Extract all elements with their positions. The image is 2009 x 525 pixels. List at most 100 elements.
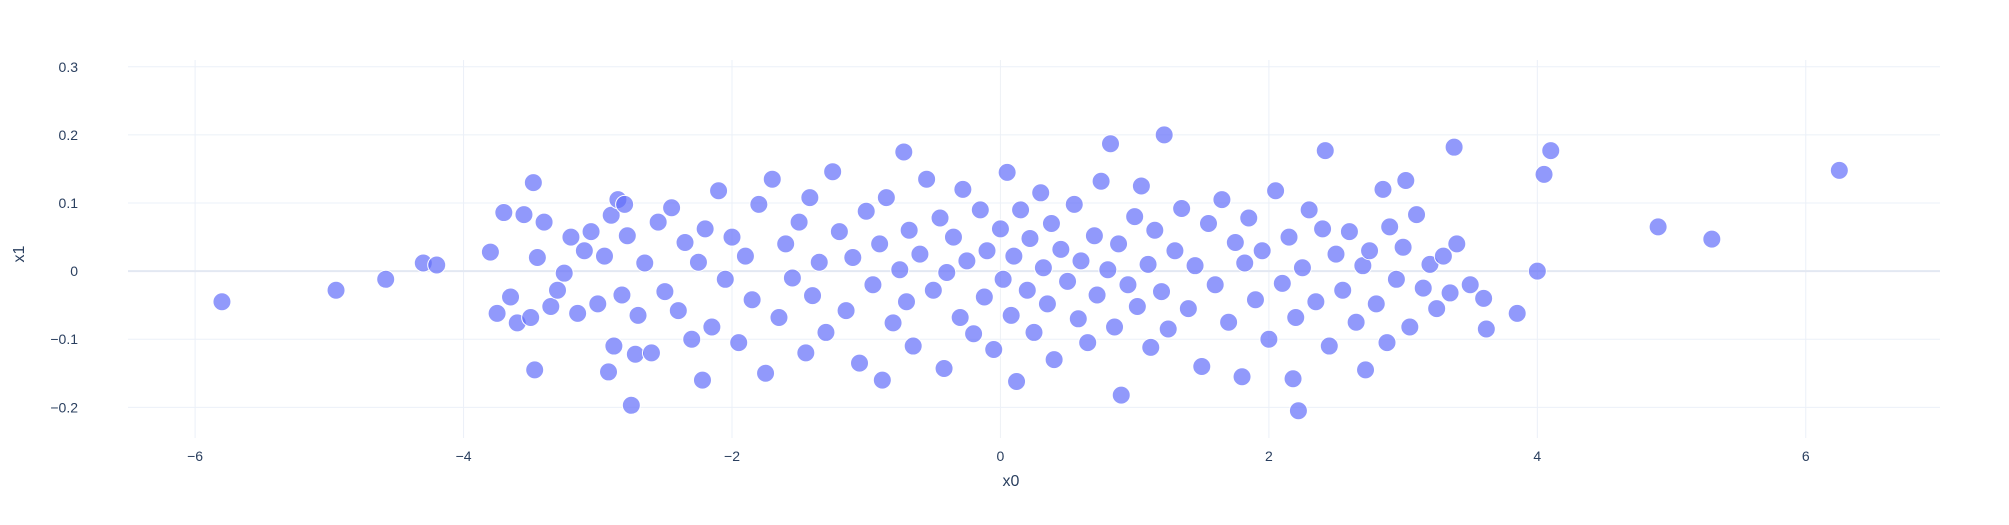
scatter-point [514, 205, 534, 225]
scatter-point [1427, 299, 1447, 319]
scatter-point [1172, 198, 1192, 218]
scatter-point [480, 242, 500, 262]
scatter-point [1232, 367, 1252, 387]
scatter-point [762, 169, 782, 189]
scatter-point [1041, 213, 1061, 233]
scatter-point [1444, 137, 1464, 157]
scatter-point [326, 280, 346, 300]
scatter-point [581, 222, 601, 242]
scatter-point [1138, 254, 1158, 274]
scatter-point [917, 169, 937, 189]
scatter-point [1245, 290, 1265, 310]
scatter-point [796, 343, 816, 363]
scatter-point [1380, 217, 1400, 237]
scatter-point [668, 301, 688, 321]
scatter-point [1396, 171, 1416, 191]
scatter-point [1071, 251, 1091, 271]
scatter-point [588, 294, 608, 314]
scatter-point [1476, 319, 1496, 339]
y-tick-label: −0.2 [50, 399, 78, 415]
scatter-point [615, 194, 635, 214]
scatter-point [1407, 205, 1427, 225]
x-tick-label: 0 [997, 448, 1005, 464]
scatter-point [1058, 271, 1078, 291]
scatter-point [896, 292, 916, 312]
scatter-point [1007, 371, 1027, 391]
scatter-point [715, 269, 735, 289]
scatter-point [782, 268, 802, 288]
scatter-point [1192, 356, 1212, 376]
scatter-point [1064, 194, 1084, 214]
scatter-point [1333, 280, 1353, 300]
scatter-point [800, 188, 820, 208]
scatter-point [850, 353, 870, 373]
scatter-point [756, 363, 776, 383]
y-tick-label: 0.3 [59, 59, 79, 75]
ticks-layer: −6 −4 −2 0 2 4 6 −0.2 −0.1 0 0.1 0.2 0.3 [50, 59, 1810, 464]
scatter-point [1306, 292, 1326, 312]
scatter-point [574, 241, 594, 261]
scatter-point [1235, 253, 1255, 273]
scatter-point [523, 173, 543, 193]
scatter-point [1346, 312, 1366, 332]
scatter-point [1373, 179, 1393, 199]
scatter-point [1178, 299, 1198, 319]
scatter-point [964, 324, 984, 344]
scatter-point [1033, 258, 1053, 278]
scatter-point [617, 226, 637, 246]
scatter-point [1084, 226, 1104, 246]
scatter-point [1185, 256, 1205, 276]
scatter-point [1091, 171, 1111, 191]
scatter-point [709, 181, 729, 201]
scatter-point [1031, 183, 1051, 203]
scatter-point [872, 370, 892, 390]
scatter-point [1037, 294, 1057, 314]
scatter-point [1098, 260, 1118, 280]
scatter-point [212, 292, 232, 312]
scatter-point [1158, 319, 1178, 339]
scatter-point [977, 241, 997, 261]
scatter-point [856, 201, 876, 221]
scatter-point [1011, 200, 1031, 220]
scatter-point [1125, 207, 1145, 227]
scatter-point [729, 333, 749, 353]
scatter-point [1131, 176, 1151, 196]
scatter-point [894, 142, 914, 162]
scatter-point [1044, 350, 1064, 370]
scatter-point [628, 305, 648, 325]
scatter-point [1225, 233, 1245, 253]
scatter-point [641, 343, 661, 363]
y-tick-label: 0.1 [59, 195, 79, 211]
scatter-point [604, 336, 624, 356]
x-tick-label: 4 [1533, 448, 1541, 464]
scatter-point [548, 280, 568, 300]
scatter-point [776, 234, 796, 254]
scatter-point [1165, 241, 1185, 261]
scatter-point [1386, 269, 1406, 289]
scatter-point [1507, 303, 1527, 323]
scatter-point [1440, 283, 1460, 303]
scatter-point [1051, 239, 1071, 259]
scatter-point [682, 329, 702, 349]
scatter-point [1127, 297, 1147, 317]
scatter-point [1339, 222, 1359, 242]
scatter-point [688, 252, 708, 272]
scatter-point [937, 262, 957, 282]
scatter-point [953, 179, 973, 199]
scatter-point [974, 287, 994, 307]
scatter-point [903, 336, 923, 356]
y-axis-title: x1 [11, 245, 28, 262]
scatter-point [635, 253, 655, 273]
scatter-point [984, 339, 1004, 359]
scatter-point [990, 219, 1010, 239]
scatter-point [376, 269, 396, 289]
y-tick-label: −0.1 [50, 331, 78, 347]
scatter-point [534, 212, 554, 232]
scatter-point [1145, 220, 1165, 240]
scatter-point [1205, 275, 1225, 295]
scatter-point [1534, 164, 1554, 184]
x-tick-label: 6 [1802, 448, 1810, 464]
scatter-point [1288, 401, 1308, 421]
scatter-point [1400, 317, 1420, 337]
scatter-point [883, 313, 903, 333]
